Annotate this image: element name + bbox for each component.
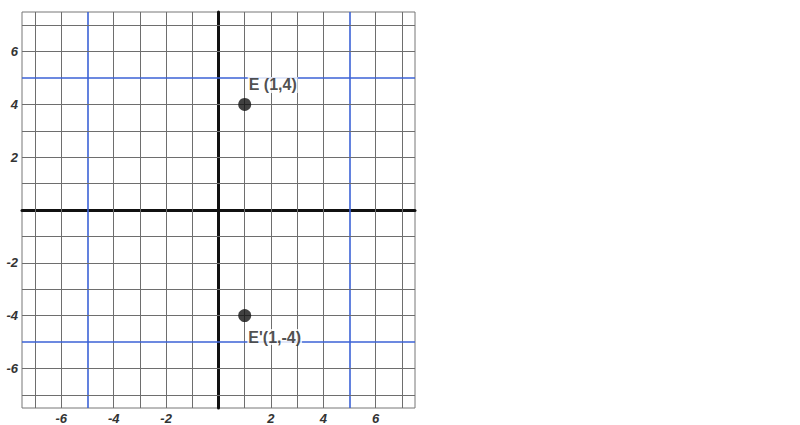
svg-text:-4: -4 [6,308,18,323]
svg-text:4: 4 [10,97,19,112]
svg-text:-2: -2 [160,411,172,425]
svg-text:-2: -2 [6,255,18,270]
svg-text:-6: -6 [56,411,68,425]
svg-text:E'(1,-4): E'(1,-4) [248,329,301,346]
svg-text:4: 4 [319,411,328,425]
svg-text:-4: -4 [108,411,120,425]
svg-text:6: 6 [372,411,380,425]
svg-text:6: 6 [11,44,19,59]
svg-text:-6: -6 [6,361,18,376]
svg-text:2: 2 [10,150,19,165]
svg-text:E (1,4): E (1,4) [249,76,297,93]
svg-text:2: 2 [266,411,275,425]
